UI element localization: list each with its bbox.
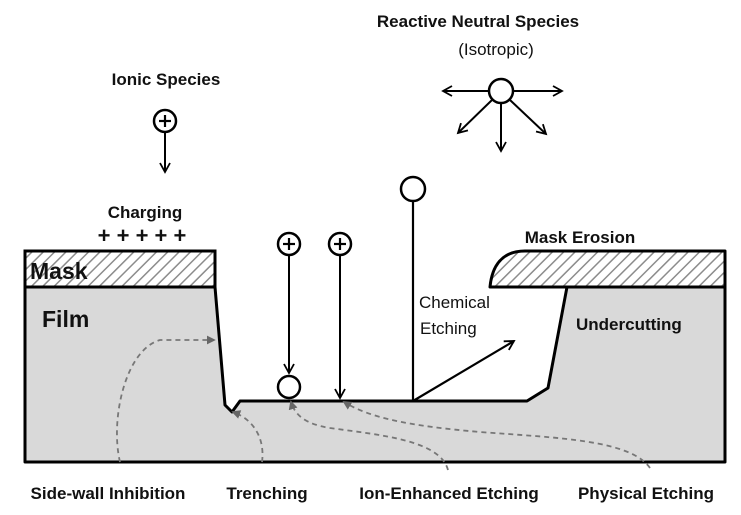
label-charging: Charging xyxy=(108,203,183,222)
chemical-etching-neutral xyxy=(399,175,516,402)
ion-enhanced xyxy=(327,231,353,400)
surface-neutral xyxy=(276,374,302,400)
mask-left xyxy=(23,249,217,289)
label-film: Film xyxy=(42,306,89,332)
label-mask: Mask xyxy=(30,258,88,284)
ionic-species-ion xyxy=(152,108,178,174)
label-ion-enhanced: Ion-Enhanced Etching xyxy=(359,484,538,503)
label-undercutting: Undercutting xyxy=(576,315,682,334)
label-mask-erosion: Mask Erosion xyxy=(525,228,636,247)
reactive-neutral-species xyxy=(441,77,564,153)
physical-arrow xyxy=(342,401,651,469)
label-reactive-sub: (Isotropic) xyxy=(458,40,534,59)
mask-right-eroded xyxy=(488,249,727,289)
dashed-annotation-arrows xyxy=(116,335,651,471)
ion-enhanced-arrow xyxy=(288,400,449,471)
film-layer xyxy=(23,285,727,464)
label-charging-marks: + + + + + xyxy=(98,223,187,248)
label-reactive-title: Reactive Neutral Species xyxy=(377,12,579,31)
label-sidewall-inhibition: Side-wall Inhibition xyxy=(31,484,186,503)
label-ionic-species: Ionic Species xyxy=(112,70,221,89)
label-trenching: Trenching xyxy=(226,484,307,503)
trenching-arrow xyxy=(231,410,264,463)
label-physical-etching: Physical Etching xyxy=(578,484,714,503)
label-chemical-line2: Etching xyxy=(420,319,477,338)
ion-trenching xyxy=(276,231,302,375)
label-chemical-line1: Chemical xyxy=(419,293,490,312)
